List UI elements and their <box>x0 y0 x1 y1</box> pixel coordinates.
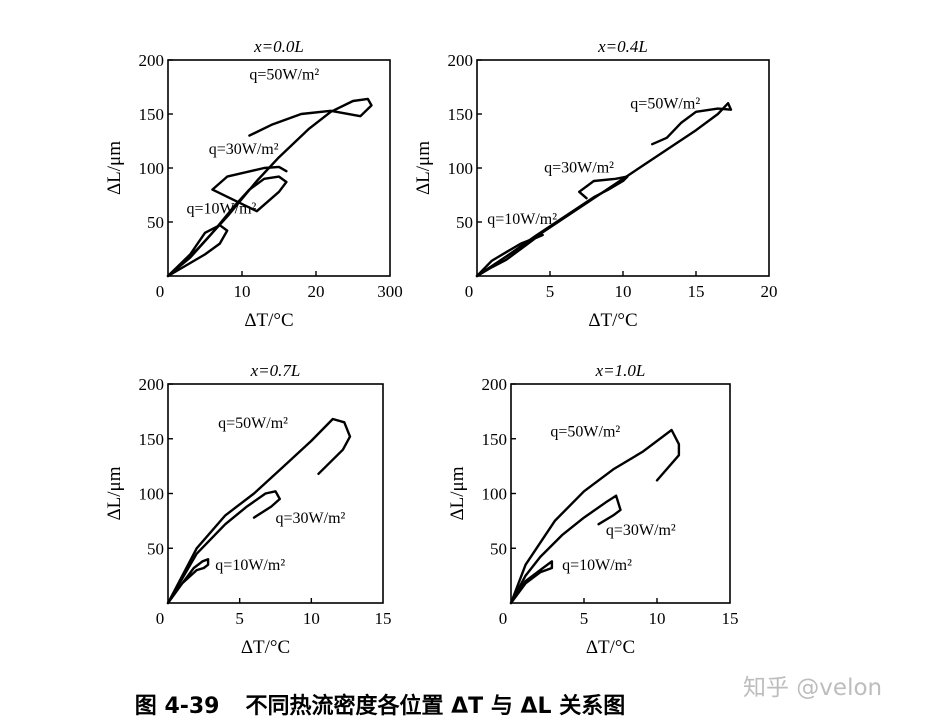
figure-number: 图 4-39 <box>134 694 220 719</box>
series-label-2: q=30W/m² <box>606 522 676 539</box>
y-tick-label: 150 <box>139 430 165 449</box>
series-label-3: q=50W/m² <box>630 96 700 113</box>
y-tick-label: 200 <box>448 51 474 70</box>
series-label-3: q=50W/m² <box>249 66 319 83</box>
series-line-3 <box>475 102 733 278</box>
y-tick-label: 150 <box>448 105 474 124</box>
x-tick-label: 0 <box>465 282 474 301</box>
y-tick-label: 100 <box>448 159 474 178</box>
y-tick-label: 50 <box>490 539 507 558</box>
y-axis-label: ΔL/μm <box>413 141 434 195</box>
y-axis-label: ΔL/μm <box>104 141 125 195</box>
x-tick-label: 10 <box>234 282 251 301</box>
chart-title: x=0.0L <box>253 37 304 56</box>
series-line-1 <box>509 560 554 605</box>
chart-title: x=0.7L <box>250 361 301 380</box>
y-tick-label: 100 <box>139 159 165 178</box>
chart-panel-1: x=0.0L 0 10 20 300 50 100 150 200 ΔT/°C ΔL/μm q=10W… <box>104 37 403 331</box>
x-axis-label: ΔT/°C <box>244 310 293 331</box>
series-line-3 <box>509 428 681 605</box>
x-axis-label: ΔT/°C <box>588 310 637 331</box>
x-tick-label: 5 <box>235 609 244 628</box>
figure-caption: 图 4-39 不同热流密度各位置 ΔT 与 ΔL 关系图 <box>0 688 760 720</box>
x-tick-label: 5 <box>580 609 589 628</box>
series-line-1 <box>166 224 229 278</box>
figure-caption-text: 不同热流密度各位置 ΔT 与 ΔL 关系图 <box>245 694 626 719</box>
x-tick-label: 15 <box>688 282 705 301</box>
chart-panel-3: x=0.7L 0 5 10 15 50 100 150 200 ΔT/°C ΔL/μm q=10W/m… <box>104 361 392 658</box>
series-label-3: q=50W/m² <box>550 424 620 441</box>
series-label-2: q=30W/m² <box>209 141 279 158</box>
x-tick-label: 0 <box>156 609 165 628</box>
series-label-1: q=10W/m² <box>562 557 632 574</box>
watermark: 知乎 @velon <box>743 675 883 701</box>
series-label-2: q=30W/m² <box>276 510 346 527</box>
series-label-3: q=50W/m² <box>218 415 288 432</box>
x-tick-label: 20 <box>761 282 778 301</box>
chart-panel-2: x=0.4L 0 5 10 15 20 50 100 150 200 ΔT/°C ΔL/μm q=10W… <box>413 37 778 331</box>
y-tick-label: 50 <box>147 539 164 558</box>
series-label-2: q=30W/m² <box>544 159 614 176</box>
x-tick-label: 0 <box>156 282 165 301</box>
y-axis-label: ΔL/μm <box>104 466 125 520</box>
y-tick-label: 200 <box>139 375 165 394</box>
x-tick-label: 15 <box>375 609 392 628</box>
x-tick-label: 10 <box>303 609 320 628</box>
chart-panel-4: x=1.0L 0 5 10 15 50 100 150 200 ΔT/°C ΔL/μm q=10W/m… <box>447 361 739 658</box>
x-tick-label: 0 <box>499 609 508 628</box>
series-line-2 <box>166 490 281 605</box>
x-axis-label: ΔT/°C <box>241 637 290 658</box>
series-label-1: q=10W/m² <box>487 211 557 228</box>
x-tick-label: 10 <box>615 282 632 301</box>
x-tick-label: 300 <box>377 282 403 301</box>
y-axis-label: ΔL/μm <box>447 466 468 520</box>
series-label-1: q=10W/m² <box>187 200 257 217</box>
series-line-1 <box>475 233 544 278</box>
x-axis-label: ΔT/°C <box>586 637 635 658</box>
y-tick-label: 200 <box>482 375 508 394</box>
x-tick-label: 10 <box>649 609 666 628</box>
x-tick-label: 15 <box>722 609 739 628</box>
series-line-2 <box>509 494 622 605</box>
chart-title: x=1.0L <box>595 361 646 380</box>
x-tick-label: 5 <box>546 282 555 301</box>
series-line-1 <box>166 558 210 605</box>
y-tick-label: 100 <box>139 485 165 504</box>
x-tick-label: 20 <box>308 282 325 301</box>
y-tick-label: 50 <box>456 213 473 232</box>
y-tick-label: 50 <box>147 213 164 232</box>
y-tick-label: 100 <box>482 485 508 504</box>
series-label-1: q=10W/m² <box>215 557 285 574</box>
series-line-3 <box>166 97 373 278</box>
y-tick-label: 200 <box>139 51 165 70</box>
chart-title: x=0.4L <box>597 37 648 56</box>
y-tick-label: 150 <box>482 430 508 449</box>
y-tick-label: 150 <box>139 105 165 124</box>
series-line-3 <box>166 417 352 605</box>
